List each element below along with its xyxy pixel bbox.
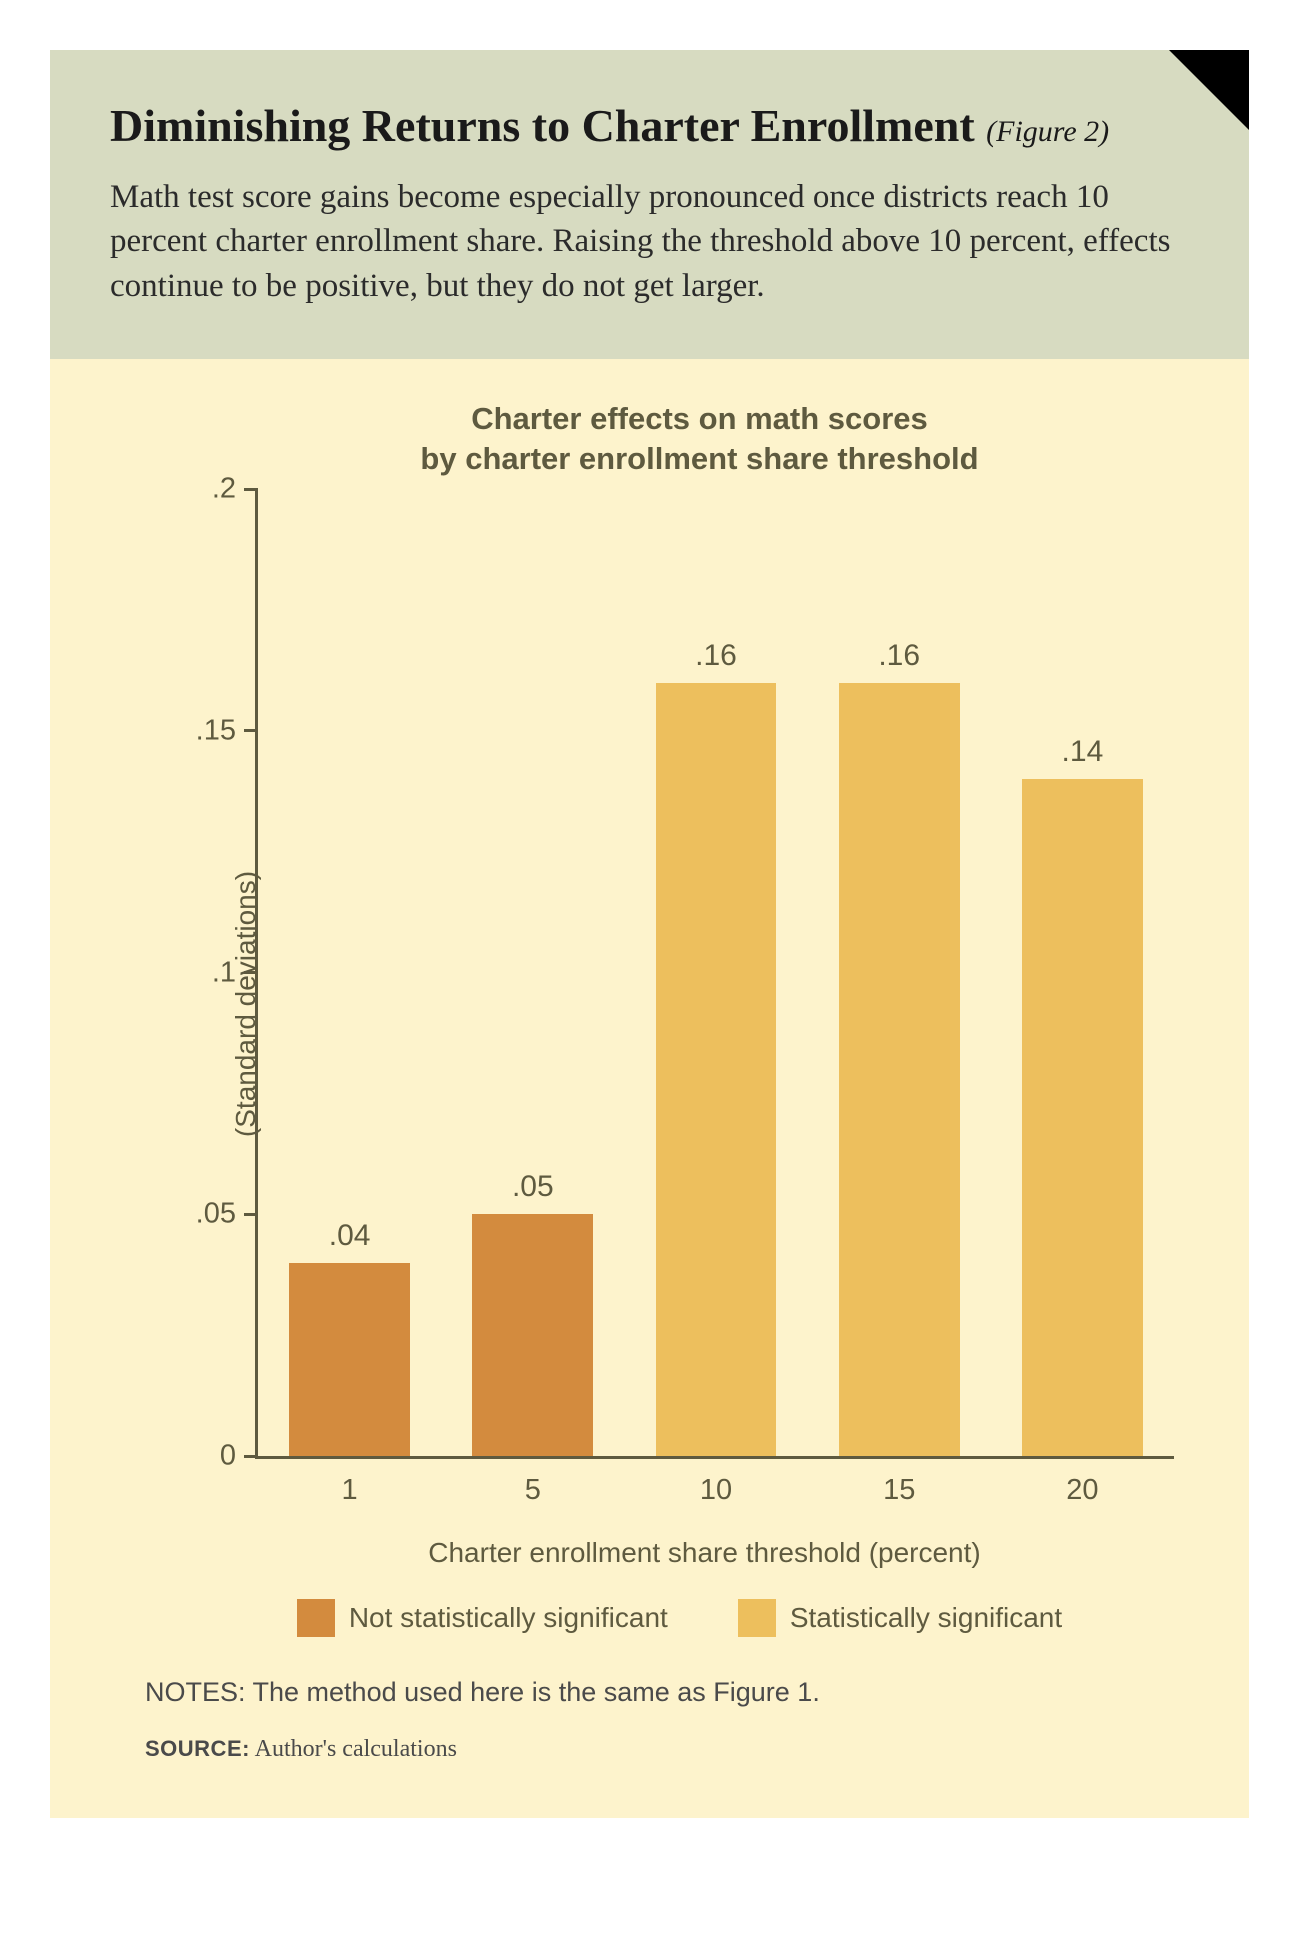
y-tick	[244, 729, 258, 732]
y-tick-label: .05	[196, 1198, 236, 1231]
y-tick	[244, 1213, 258, 1216]
figure-number-label: (Figure 2)	[986, 115, 1109, 148]
bar: .14	[1022, 779, 1143, 1456]
source-label: SOURCE:	[145, 1736, 250, 1761]
notes-line: NOTES: The method used here is the same …	[145, 1677, 1194, 1708]
y-tick	[244, 971, 258, 974]
source-text: Author's calculations	[250, 1736, 457, 1762]
bar: .16	[839, 683, 960, 1457]
bar-value-label: .16	[695, 639, 737, 673]
figure-header: Diminishing Returns to Charter Enrollmen…	[50, 50, 1249, 359]
x-tick-label: 5	[525, 1474, 541, 1507]
y-tick	[244, 488, 258, 491]
x-tick-label: 20	[1066, 1474, 1098, 1507]
bar-value-label: .16	[878, 639, 920, 673]
corner-notch	[1169, 50, 1249, 130]
bar-slot: .041	[258, 489, 441, 1456]
chart-title: Charter effects on math scores by charte…	[205, 399, 1194, 480]
x-tick-label: 1	[342, 1474, 358, 1507]
source-line: SOURCE: Author's calculations	[145, 1736, 1194, 1763]
legend-swatch	[738, 1599, 776, 1637]
legend-item: Not statistically significant	[297, 1599, 668, 1637]
x-axis-label: Charter enrollment share threshold (perc…	[215, 1537, 1194, 1569]
bar-value-label: .14	[1062, 735, 1104, 769]
figure-subtitle: Math test score gains become especially …	[110, 175, 1189, 309]
y-tick	[244, 1455, 258, 1458]
bar: .04	[289, 1263, 410, 1456]
bar-value-label: .05	[512, 1170, 554, 1204]
plot-wrap: (Standard deviations) .041.055.1610.1615…	[145, 489, 1194, 1519]
bar-slot: .055	[441, 489, 624, 1456]
bar: .05	[472, 1214, 593, 1456]
x-tick-label: 10	[700, 1474, 732, 1507]
bar-slot: .1610	[624, 489, 807, 1456]
figure-title-text: Diminishing Returns to Charter Enrollmen…	[110, 100, 975, 151]
bar: .16	[656, 683, 777, 1457]
legend: Not statistically significant Statistical…	[165, 1599, 1194, 1637]
chart-title-line2: by charter enrollment share threshold	[420, 441, 978, 476]
bar-slot: .1420	[991, 489, 1174, 1456]
legend-item: Statistically significant	[738, 1599, 1062, 1637]
plot-area: .041.055.1610.1615.1420 0.05.1.15.2	[255, 489, 1174, 1459]
figure-container: Diminishing Returns to Charter Enrollmen…	[50, 50, 1249, 1899]
y-tick-label: .15	[196, 714, 236, 747]
y-tick-label: .2	[212, 473, 236, 506]
chart-title-line1: Charter effects on math scores	[471, 401, 928, 436]
legend-swatch	[297, 1599, 335, 1637]
chart-panel: Charter effects on math scores by charte…	[50, 359, 1249, 1819]
bar-value-label: .04	[329, 1219, 371, 1253]
y-tick-label: .1	[212, 956, 236, 989]
legend-label: Statistically significant	[790, 1602, 1062, 1634]
legend-label: Not statistically significant	[349, 1602, 668, 1634]
bar-slot: .1615	[808, 489, 991, 1456]
x-tick-label: 15	[883, 1474, 915, 1507]
y-tick-label: 0	[220, 1440, 236, 1473]
bars-row: .041.055.1610.1615.1420	[258, 489, 1174, 1456]
figure-title: Diminishing Returns to Charter Enrollmen…	[110, 100, 1189, 153]
